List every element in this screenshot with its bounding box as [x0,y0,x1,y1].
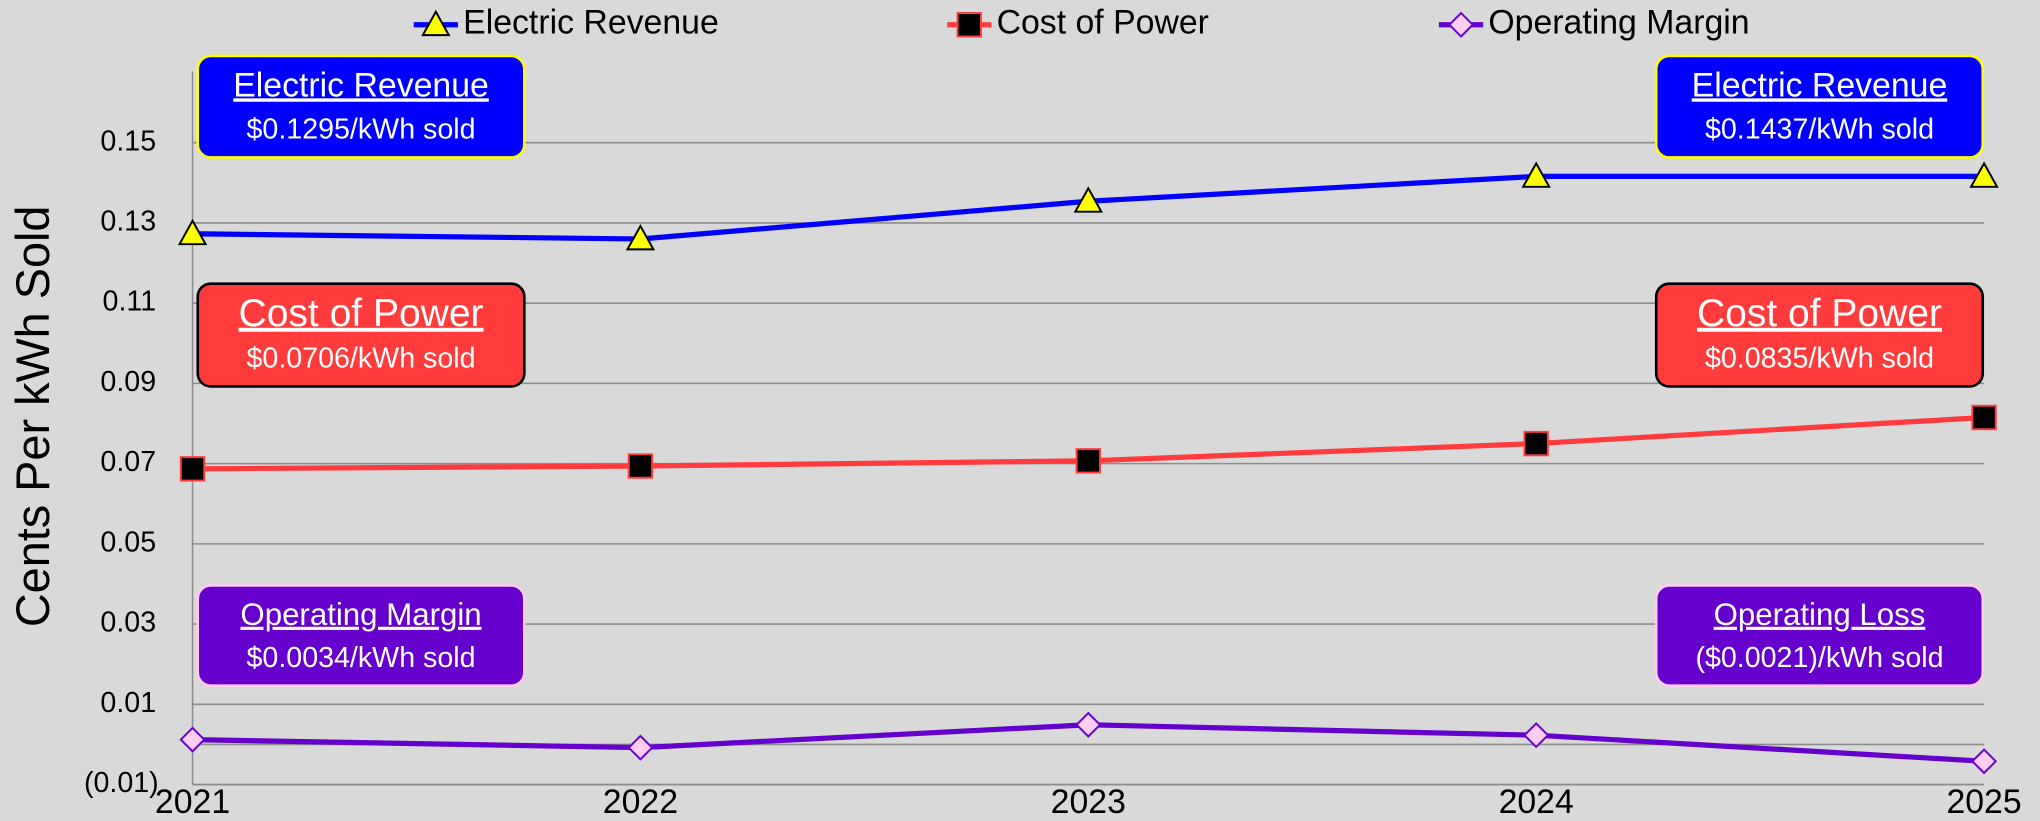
annotation-title: Operating Loss [1714,597,1926,632]
x-tick-label: 2021 [155,783,230,821]
annotation-box [196,584,526,687]
annotation-box [1654,584,1985,687]
y-tick-label: 0.05 [100,526,156,558]
x-tick-label: 2023 [1051,783,1126,821]
y-tick-label: 0.01 [100,687,156,719]
y-tick-label: 0.15 [100,125,156,157]
data-point [179,456,206,482]
x-tick-label: 2024 [1499,783,1574,821]
data-point [627,453,654,479]
legend-marker [421,9,451,37]
data-point [1523,430,1549,457]
data-point [1073,186,1103,213]
y-tick-label: (0.01) [84,767,159,799]
annotation-text: ($0.0021)/kWh sold [1695,642,1943,674]
data-point [177,218,208,246]
data-point [1523,722,1550,749]
data-point [1971,404,1997,431]
annotation-text: $0.0835/kWh sold [1705,342,1934,374]
annotation-title: Electric Revenue [233,66,489,104]
annotation-text: $0.0034/kWh sold [247,642,476,674]
annotation-title: Cost of Power [239,292,484,335]
legend-marker [1447,11,1475,38]
x-tick-label: 2025 [1946,783,2021,821]
data-point [1075,711,1102,738]
data-point [1970,748,1998,775]
x-tick-label: 2022 [603,783,678,821]
annotation-text: $0.1295/kWh sold [247,114,476,146]
y-tick-label: 0.11 [103,286,157,318]
data-point [1969,161,1999,188]
annotation-text: $0.0706/kWh sold [247,342,476,374]
legend-label: Operating Margin [1488,4,1749,42]
annotation-title: Operating Margin [240,597,481,632]
data-point [179,726,206,753]
annotation-box [1654,54,1985,159]
annotation-box [1654,282,1985,388]
y-axis-label: Cents Per kWh Sold [7,206,59,628]
y-tick-label: 0.03 [100,607,156,639]
legend-label: Electric Revenue [463,4,719,42]
data-point [627,734,654,761]
y-tick-label: 0.09 [100,366,156,398]
annotation-text: $0.1437/kWh sold [1705,114,1934,146]
annotation-box [196,54,526,159]
legend-label: Cost of Power [997,4,1209,42]
y-tick-label: 0.13 [100,205,156,237]
data-point [625,223,656,251]
annotation-box [196,282,526,388]
y-tick-label: 0.07 [100,446,156,478]
legend-marker [956,12,982,38]
data-point [1075,448,1101,474]
data-point [1521,161,1551,188]
annotation-title: Electric Revenue [1692,66,1948,104]
annotation-title: Cost of Power [1697,292,1942,335]
